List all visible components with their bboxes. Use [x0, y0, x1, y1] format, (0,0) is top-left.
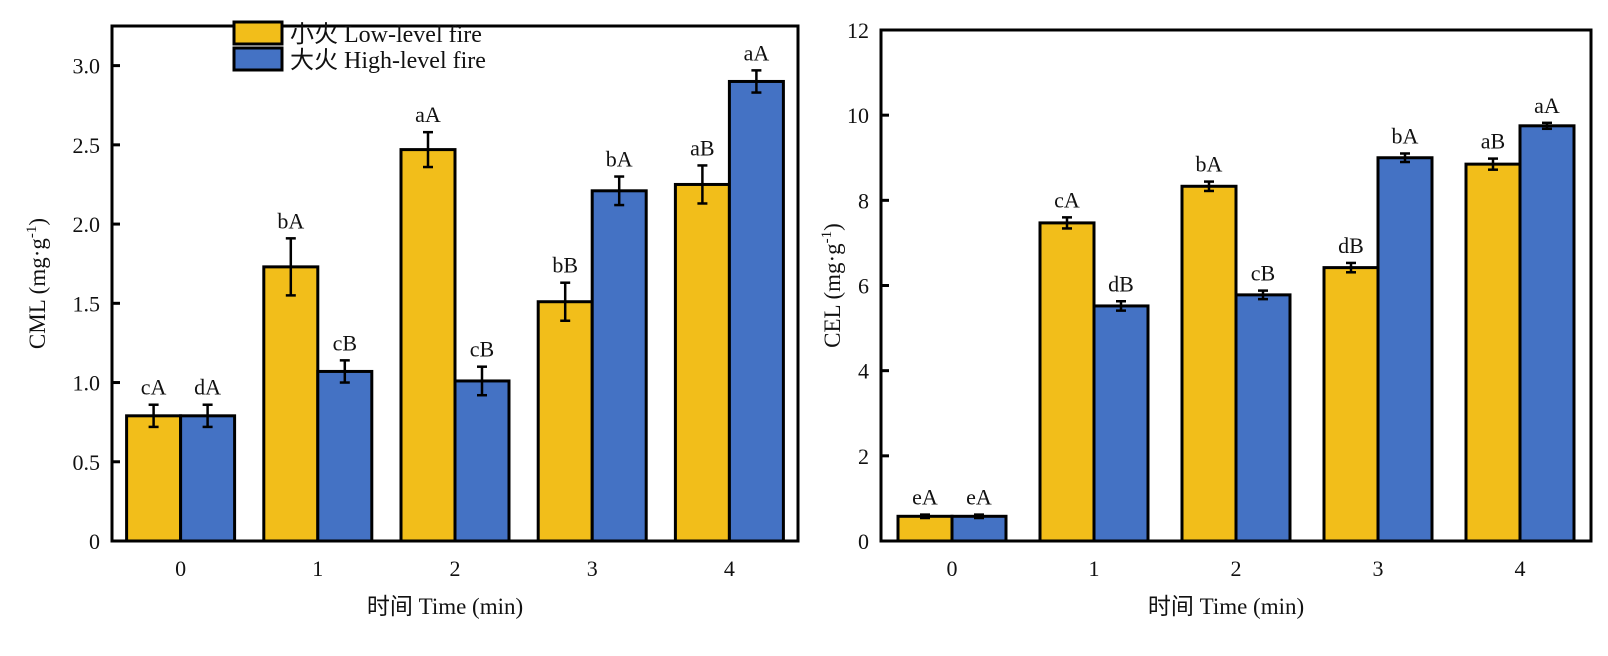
legend-swatch-high [232, 46, 284, 72]
bar [727, 79, 785, 543]
y-tick-label: 0.5 [73, 450, 101, 475]
legend-swatch-low [232, 20, 284, 46]
x-tick-label: 3 [587, 556, 598, 581]
bar [1092, 304, 1150, 543]
data-label: cA [1054, 187, 1080, 212]
bar [590, 189, 648, 543]
y-tick-label: 0 [89, 529, 100, 554]
bar [399, 148, 457, 543]
x-axis-label: 时间 Time (min) [367, 594, 523, 619]
legend-label-low: 小火 Low-level fire [290, 21, 482, 48]
bar [453, 379, 511, 543]
bar [1464, 162, 1522, 543]
bar [1376, 156, 1434, 543]
bar [1038, 221, 1096, 543]
x-tick-label: 3 [1373, 556, 1384, 581]
bar [950, 514, 1008, 543]
data-label: aA [415, 102, 441, 127]
data-label: cA [141, 375, 167, 400]
data-label: cB [470, 337, 494, 362]
x-tick-label: 1 [1089, 556, 1100, 581]
y-axis-label-close: ) [820, 223, 845, 231]
data-label: bA [1392, 123, 1419, 148]
bar [536, 300, 594, 543]
bar [262, 265, 320, 543]
x-tick-label: 2 [450, 556, 461, 581]
y-tick-label: 2 [858, 444, 869, 469]
data-label: eA [966, 485, 992, 510]
data-label: bA [1196, 152, 1223, 177]
bar [1180, 184, 1238, 543]
data-label: dB [1108, 271, 1134, 296]
chart-1: cA bA aA bB aB dA cB cB bA aA 0 0.5 1.0 1.5 2.0 2.5 3.0 0… [24, 24, 800, 619]
bar [1518, 124, 1576, 543]
bar [316, 369, 374, 543]
y-tick-label: 3.0 [73, 54, 101, 79]
data-label: aB [1481, 129, 1505, 154]
bar [896, 514, 954, 543]
data-label: cB [1251, 261, 1275, 286]
bar [1322, 266, 1380, 543]
legend-label-high: 大火 High-level fire [290, 47, 486, 74]
y-tick-label: 1.0 [73, 371, 101, 396]
data-label: bB [552, 253, 578, 278]
y-tick-label: 10 [847, 103, 869, 128]
y-axis-label-main: CML (mg·g [25, 238, 50, 349]
y-tick-label: 0 [858, 529, 869, 554]
y-tick-label: 2.5 [73, 133, 101, 158]
data-label: aA [1534, 93, 1560, 118]
data-label: aB [690, 135, 714, 160]
y-tick-label: 2.0 [73, 212, 101, 237]
data-label: bA [606, 147, 633, 172]
y-axis-label-sup: -1 [819, 231, 835, 244]
data-label: cB [333, 330, 357, 355]
plot-frame [110, 24, 800, 543]
y-tick-label: 8 [858, 188, 869, 213]
y-axis-label-main: CEL (mg·g [820, 243, 845, 348]
bar [125, 414, 183, 543]
x-tick-label: 2 [1231, 556, 1242, 581]
bar [1234, 293, 1292, 543]
data-label: bA [277, 208, 304, 233]
data-label: eA [912, 485, 938, 510]
y-tick-label: 1.5 [73, 291, 101, 316]
data-label: dA [194, 375, 221, 400]
x-tick-label: 4 [724, 556, 735, 581]
y-axis-label: CML (mg·g-1) [24, 218, 50, 349]
bar [673, 182, 731, 543]
bar [179, 414, 237, 543]
x-axis-label: 时间 Time (min) [1148, 594, 1304, 619]
x-tick-label: 0 [947, 556, 958, 581]
y-axis-label-close: ) [25, 218, 50, 226]
x-tick-label: 1 [312, 556, 323, 581]
y-axis-label-sup: -1 [24, 226, 40, 239]
data-label: dB [1338, 233, 1364, 258]
x-tick-label: 4 [1515, 556, 1526, 581]
data-label: aA [744, 40, 770, 65]
x-tick-label: 0 [175, 556, 186, 581]
y-tick-label: 6 [858, 274, 869, 299]
y-tick-label: 12 [847, 18, 869, 43]
y-tick-label: 4 [858, 359, 869, 384]
y-axis-label: CEL (mg·g-1) [819, 223, 845, 348]
